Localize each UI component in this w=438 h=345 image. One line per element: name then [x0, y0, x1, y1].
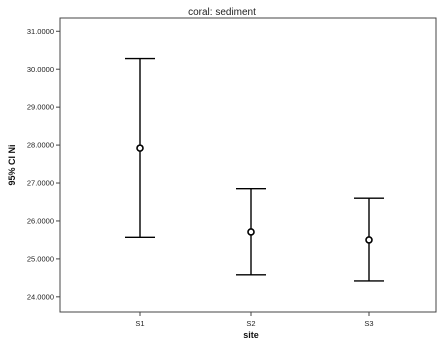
x-axis: S1 S2 S3 [135, 312, 374, 328]
mean-point [365, 236, 373, 244]
y-tick-label: 25.0000 [27, 254, 54, 263]
x-tick-label: S1 [135, 319, 144, 328]
y-tick-label: 27.0000 [27, 179, 54, 188]
x-tick-label: S3 [364, 319, 373, 328]
y-tick-label: 29.0000 [27, 103, 54, 112]
y-axis: 24.0000 25.0000 26.0000 27.0000 28.0000 29.00… [27, 27, 60, 301]
mean-point [247, 228, 255, 236]
y-axis-label: 95% CI Ni [7, 144, 17, 185]
error-bars [125, 57, 384, 282]
error-bar-s2 [236, 188, 266, 276]
mean-point [136, 144, 144, 152]
y-tick-label: 26.0000 [27, 217, 54, 226]
y-tick-label: 31.0000 [27, 27, 54, 36]
chart-title: coral: sediment [188, 7, 256, 18]
error-bar-s3 [354, 197, 384, 282]
error-bar-s1 [125, 57, 155, 238]
y-tick-label: 28.0000 [27, 141, 54, 150]
x-axis-label: site [243, 330, 259, 340]
plot-area [59, 17, 437, 313]
x-tick-label: S2 [246, 319, 255, 328]
y-tick-label: 30.0000 [27, 65, 54, 74]
y-tick-label: 24.0000 [27, 292, 54, 301]
